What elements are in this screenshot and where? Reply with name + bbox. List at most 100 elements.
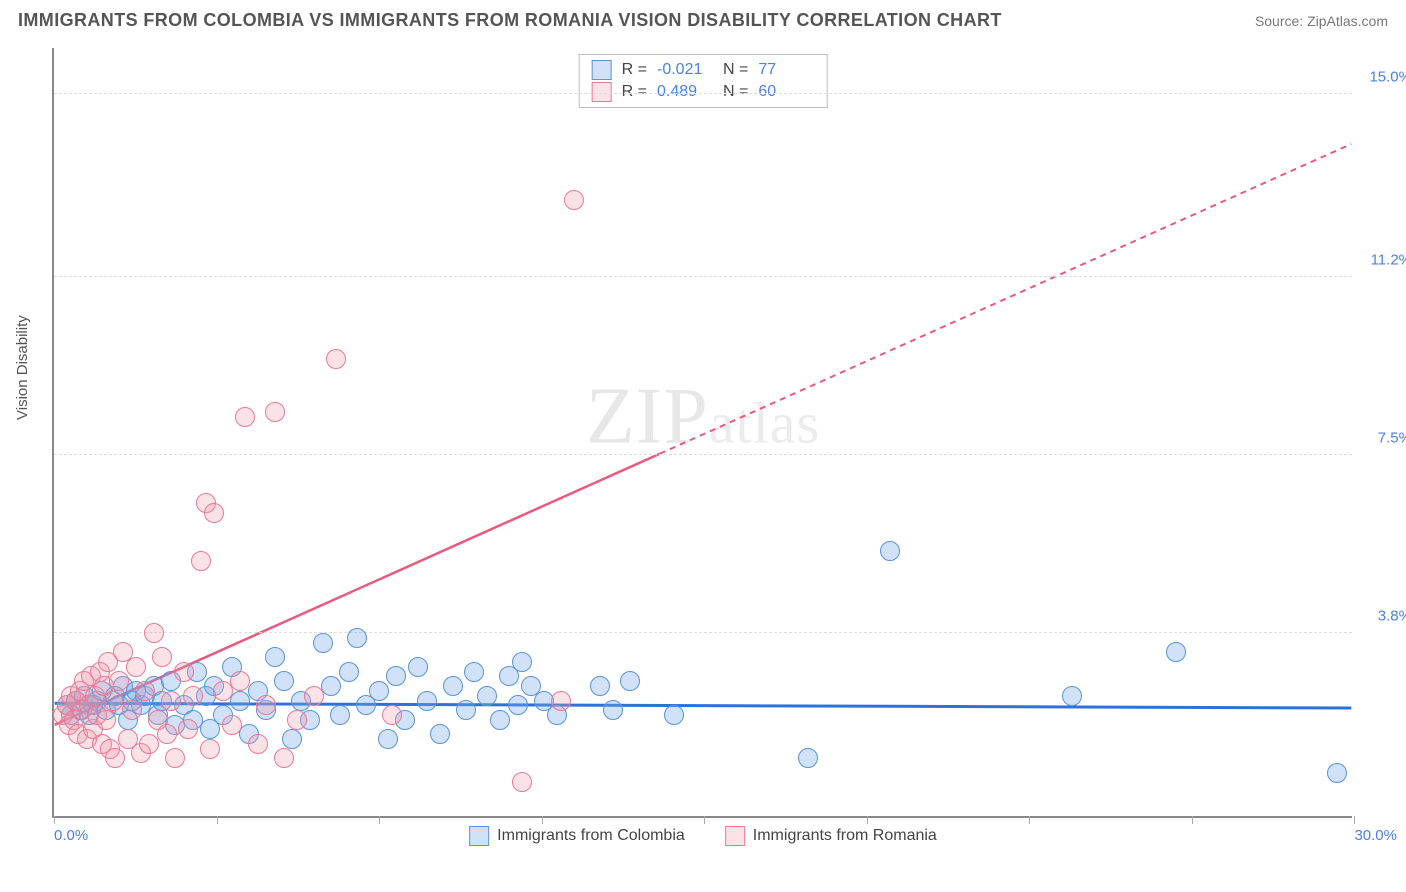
data-point: [282, 729, 302, 749]
data-point: [265, 647, 285, 667]
swatch-colombia-icon: [469, 826, 489, 846]
data-point: [386, 666, 406, 686]
data-point: [321, 676, 341, 696]
data-point: [564, 190, 584, 210]
data-point: [274, 748, 294, 768]
n-value-colombia: 77: [758, 61, 814, 79]
chart-header: IMMIGRANTS FROM COLOMBIA VS IMMIGRANTS F…: [0, 0, 1406, 37]
data-point: [191, 551, 211, 571]
data-point: [265, 402, 285, 422]
source-prefix: Source:: [1255, 13, 1303, 29]
data-point: [590, 676, 610, 696]
data-point: [512, 772, 532, 792]
x-tick: [379, 816, 380, 824]
data-point: [230, 671, 250, 691]
data-point: [417, 691, 437, 711]
data-point: [326, 349, 346, 369]
n-label: N =: [723, 83, 748, 101]
data-point: [165, 748, 185, 768]
data-point: [161, 691, 181, 711]
data-point: [603, 700, 623, 720]
data-point: [339, 662, 359, 682]
data-point: [135, 681, 155, 701]
data-point: [200, 739, 220, 759]
data-point: [378, 729, 398, 749]
data-point: [183, 686, 203, 706]
data-point: [880, 541, 900, 561]
data-point: [105, 748, 125, 768]
legend-row-colombia: R = -0.021 N = 77: [592, 59, 815, 81]
source-name: ZipAtlas.com: [1307, 13, 1388, 29]
data-point: [408, 657, 428, 677]
x-tick: [217, 816, 218, 824]
data-point: [1327, 763, 1347, 783]
x-tick: [1192, 816, 1193, 824]
y-tick-label: 7.5%: [1378, 430, 1406, 447]
data-point: [620, 671, 640, 691]
gridline: [54, 454, 1352, 455]
data-point: [664, 705, 684, 725]
data-point: [304, 686, 324, 706]
legend-item-romania: Immigrants from Romania: [725, 826, 937, 846]
r-label: R =: [622, 61, 647, 79]
y-tick-label: 15.0%: [1369, 69, 1406, 86]
x-axis-min: 0.0%: [54, 827, 88, 844]
data-point: [798, 748, 818, 768]
data-point: [256, 695, 276, 715]
data-point: [122, 700, 142, 720]
data-point: [330, 705, 350, 725]
data-point: [477, 686, 497, 706]
r-value-colombia: -0.021: [657, 61, 713, 79]
y-tick-label: 3.8%: [1378, 608, 1406, 625]
data-point: [313, 633, 333, 653]
data-point: [274, 671, 294, 691]
gridline: [54, 93, 1352, 94]
data-point: [430, 724, 450, 744]
data-point: [157, 724, 177, 744]
data-point: [1062, 686, 1082, 706]
legend-row-romania: R = 0.489 N = 60: [592, 81, 815, 103]
r-label: R =: [622, 83, 647, 101]
data-point: [126, 657, 146, 677]
legend-item-colombia: Immigrants from Colombia: [469, 826, 685, 846]
legend-label-colombia: Immigrants from Colombia: [497, 827, 685, 845]
data-point: [222, 715, 242, 735]
source-attribution: Source: ZipAtlas.com: [1255, 13, 1388, 29]
n-value-romania: 60: [758, 83, 814, 101]
scatter-chart: ZIPatlas R = -0.021 N = 77 R = 0.489 N =…: [52, 48, 1352, 818]
x-tick: [54, 816, 55, 824]
y-axis-label: Vision Disability: [14, 315, 31, 420]
chart-title: IMMIGRANTS FROM COLOMBIA VS IMMIGRANTS F…: [18, 10, 1002, 31]
x-tick: [1029, 816, 1030, 824]
x-axis-max: 30.0%: [1354, 827, 1397, 844]
data-point: [174, 662, 194, 682]
data-point: [512, 652, 532, 672]
n-label: N =: [723, 61, 748, 79]
swatch-romania-icon: [592, 82, 612, 102]
correlation-legend: R = -0.021 N = 77 R = 0.489 N = 60: [579, 54, 828, 108]
swatch-colombia-icon: [592, 60, 612, 80]
data-point: [178, 719, 198, 739]
legend-label-romania: Immigrants from Romania: [753, 827, 937, 845]
y-tick-label: 11.2%: [1371, 252, 1406, 269]
series-legend: Immigrants from Colombia Immigrants from…: [469, 826, 937, 846]
data-point: [248, 734, 268, 754]
x-tick: [1354, 816, 1355, 824]
gridline: [54, 632, 1352, 633]
data-point: [109, 671, 129, 691]
data-point: [287, 710, 307, 730]
x-tick: [704, 816, 705, 824]
swatch-romania-icon: [725, 826, 745, 846]
data-point: [464, 662, 484, 682]
data-point: [152, 647, 172, 667]
data-point: [204, 503, 224, 523]
gridline: [54, 276, 1352, 277]
watermark: ZIPatlas: [586, 371, 820, 462]
data-point: [144, 623, 164, 643]
data-point: [443, 676, 463, 696]
data-point: [382, 705, 402, 725]
data-point: [369, 681, 389, 701]
r-value-romania: 0.489: [657, 83, 713, 101]
x-tick: [867, 816, 868, 824]
data-point: [508, 695, 528, 715]
